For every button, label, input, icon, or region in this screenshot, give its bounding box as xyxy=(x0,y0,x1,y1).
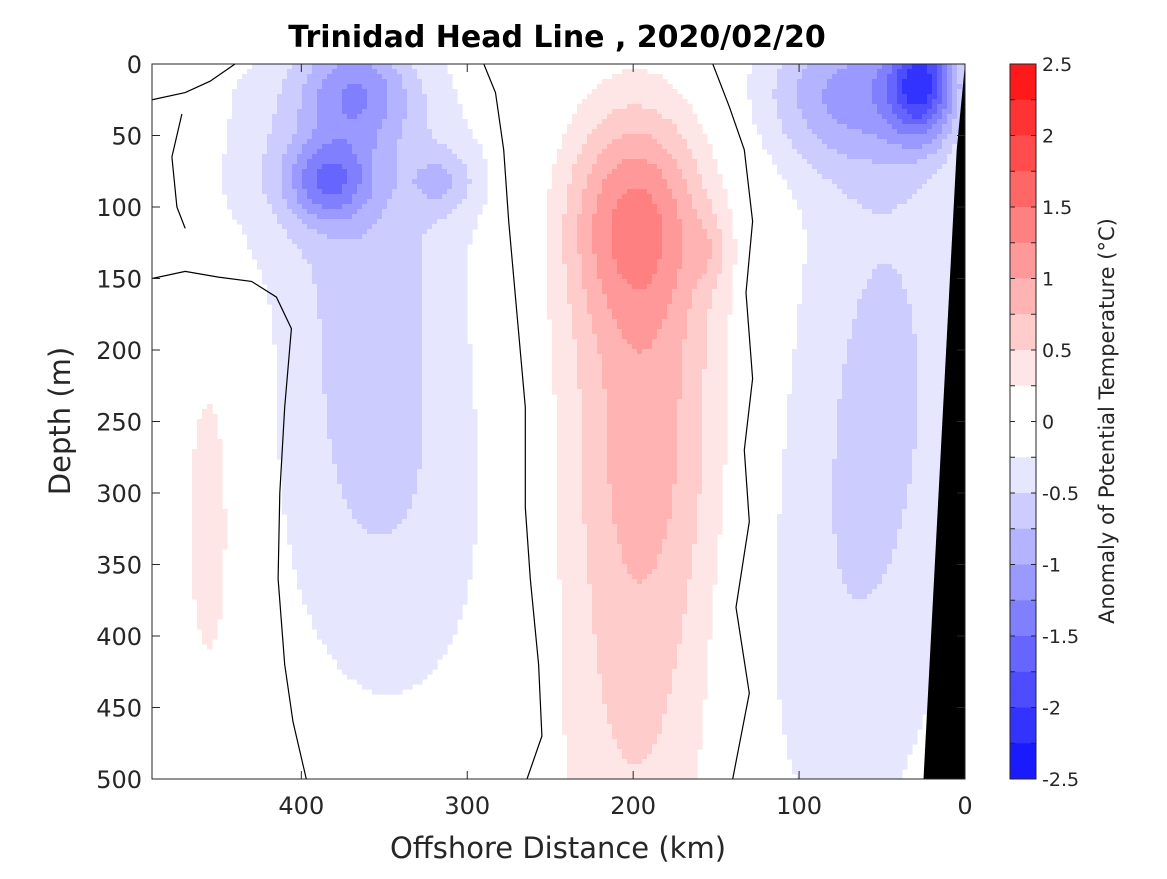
colorbar-segment xyxy=(1010,171,1036,207)
colorbar-label: Anomaly of Potential Temperature (°C) xyxy=(1095,218,1119,624)
colorbar-tick-label: -2.5 xyxy=(1042,769,1079,791)
colorbar-segment xyxy=(1010,279,1036,315)
y-tick-label: 150 xyxy=(96,266,142,294)
y-tick-label: 0 xyxy=(127,51,142,79)
x-tick-label: 300 xyxy=(444,792,490,820)
y-tick-label: 350 xyxy=(96,552,142,580)
y-tick-label: 200 xyxy=(96,337,142,365)
x-axis-label: Offshore Distance (km) xyxy=(390,831,726,865)
colorbar-segment xyxy=(1010,565,1036,601)
colorbar-segment xyxy=(1010,314,1036,350)
colorbar-segment xyxy=(1010,600,1036,636)
colorbar-segment xyxy=(1010,64,1036,100)
x-tick-label: 400 xyxy=(278,792,324,820)
colorbar-segment xyxy=(1010,386,1036,422)
colorbar-segment xyxy=(1010,207,1036,243)
colorbar-tick-label: 1.5 xyxy=(1042,197,1072,219)
plot-area xyxy=(152,64,968,780)
colorbar-segment xyxy=(1010,422,1036,458)
colorbar-segment xyxy=(1010,493,1036,529)
colorbar-segment xyxy=(1010,529,1036,565)
colorbar-segment xyxy=(1010,136,1036,172)
colorbar-tick-label: -2 xyxy=(1042,698,1061,720)
y-tick-label: 500 xyxy=(96,766,142,794)
colorbar-tick-label: 2.5 xyxy=(1042,54,1072,76)
colorbar-segment xyxy=(1010,457,1036,493)
colorbar-segment xyxy=(1010,743,1036,779)
y-tick-label: 300 xyxy=(96,480,142,508)
colorbar-tick-label: -0.5 xyxy=(1042,483,1079,505)
colorbar-tick-label: 2 xyxy=(1042,126,1054,148)
colorbar-segment xyxy=(1010,708,1036,744)
colorbar-tick-label: 0.5 xyxy=(1042,340,1072,362)
x-tick-label: 100 xyxy=(776,792,822,820)
colorbar-segment xyxy=(1010,243,1036,279)
y-tick-label: 100 xyxy=(96,194,142,222)
y-tick-label: 400 xyxy=(96,623,142,651)
colorbar-tick-label: 0 xyxy=(1042,412,1054,434)
colorbar: 2.5 2 1.5 1 0.5 0 -0.5 -1 -1.5 -2 -2.5 xyxy=(1010,54,1079,791)
x-tick-label: 200 xyxy=(610,792,656,820)
colorbar-segment xyxy=(1010,100,1036,136)
y-tick-label: 50 xyxy=(111,123,142,151)
y-tick-label: 450 xyxy=(96,695,142,723)
colorbar-tick-label: -1 xyxy=(1042,555,1061,577)
colorbar-segment xyxy=(1010,672,1036,708)
y-tick-label: 250 xyxy=(96,409,142,437)
colorbar-segment xyxy=(1010,636,1036,672)
x-tick-label: 0 xyxy=(957,792,972,820)
colorbar-segment xyxy=(1010,350,1036,386)
colorbar-tick-label: 1 xyxy=(1042,269,1054,291)
y-axis-label: Depth (m) xyxy=(43,347,77,495)
chart-title: Trinidad Head Line , 2020/02/20 xyxy=(288,20,825,55)
colorbar-tick-label: -1.5 xyxy=(1042,626,1079,648)
